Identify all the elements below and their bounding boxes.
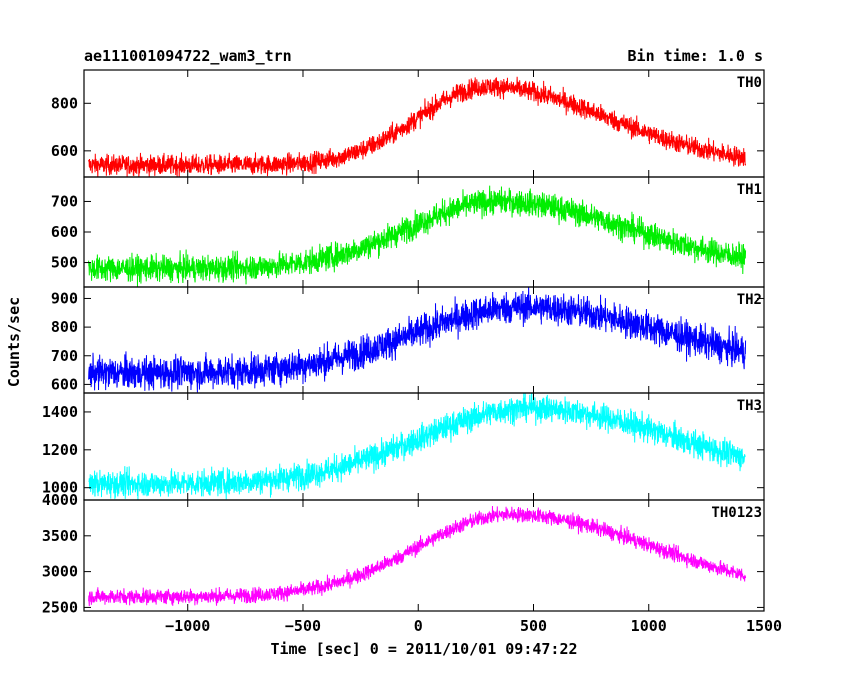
y-tick-label-th1-500: 500: [51, 254, 78, 272]
y-tick-label-th2-800: 800: [51, 318, 78, 336]
series-line-th3: [88, 393, 746, 500]
y-tick-label-th3-1400: 1400: [42, 403, 78, 421]
series-line-th0: [88, 76, 747, 177]
y-tick-label-th0-800: 800: [51, 94, 78, 112]
panel-label-th1: TH1: [737, 182, 762, 198]
y-tick-label-th0123-3000: 3000: [42, 563, 78, 581]
x-axis-label: Time [sec] 0 = 2011/10/01 09:47:22: [270, 640, 577, 658]
y-tick-label-th0123-2500: 2500: [42, 598, 78, 616]
panel-label-th2: TH2: [737, 292, 762, 308]
panels-layer: [88, 76, 747, 607]
y-tick-label-th3-1200: 1200: [42, 441, 78, 459]
x-tick-label-0: 0: [414, 617, 423, 635]
panel-label-th0: TH0: [737, 75, 762, 91]
chart-title: ae111001094722_wam3_trn: [84, 47, 292, 65]
panel-frame-th0123: [83, 499, 765, 612]
axes-layer: TH0 600 800 TH1 500 600 700 TH2 600 700 800 900 TH3 1…: [42, 69, 782, 635]
y-tick-label-th1-700: 700: [51, 192, 78, 210]
y-tick-label-th1-600: 600: [51, 223, 78, 241]
x-tick-label--1000: −1000: [165, 617, 210, 635]
x-tick-label-1000: 1000: [631, 617, 667, 635]
x-tick-label-500: 500: [520, 617, 547, 635]
series-line-th2: [88, 287, 747, 393]
y-tick-label-th2-700: 700: [51, 347, 78, 365]
y-tick-label-th0123-4000: 4000: [42, 491, 78, 509]
y-tick-label-th2-900: 900: [51, 289, 78, 307]
y-tick-label-th0-600: 600: [51, 142, 78, 160]
y-tick-label-th0123-3500: 3500: [42, 527, 78, 545]
bin-time-label: Bin time: 1.0 s: [628, 47, 763, 65]
series-line-th1: [88, 185, 747, 287]
y-axis-label: Counts/sec: [5, 297, 23, 387]
panel-label-th0123: TH0123: [711, 505, 762, 521]
y-tick-label-th3-1000: 1000: [42, 479, 78, 497]
panel-label-th3: TH3: [737, 398, 762, 414]
x-tick-label-1500: 1500: [746, 617, 782, 635]
x-tick-label--500: −500: [285, 617, 321, 635]
series-line-th0123: [88, 506, 747, 607]
y-tick-label-th2-600: 600: [51, 375, 78, 393]
